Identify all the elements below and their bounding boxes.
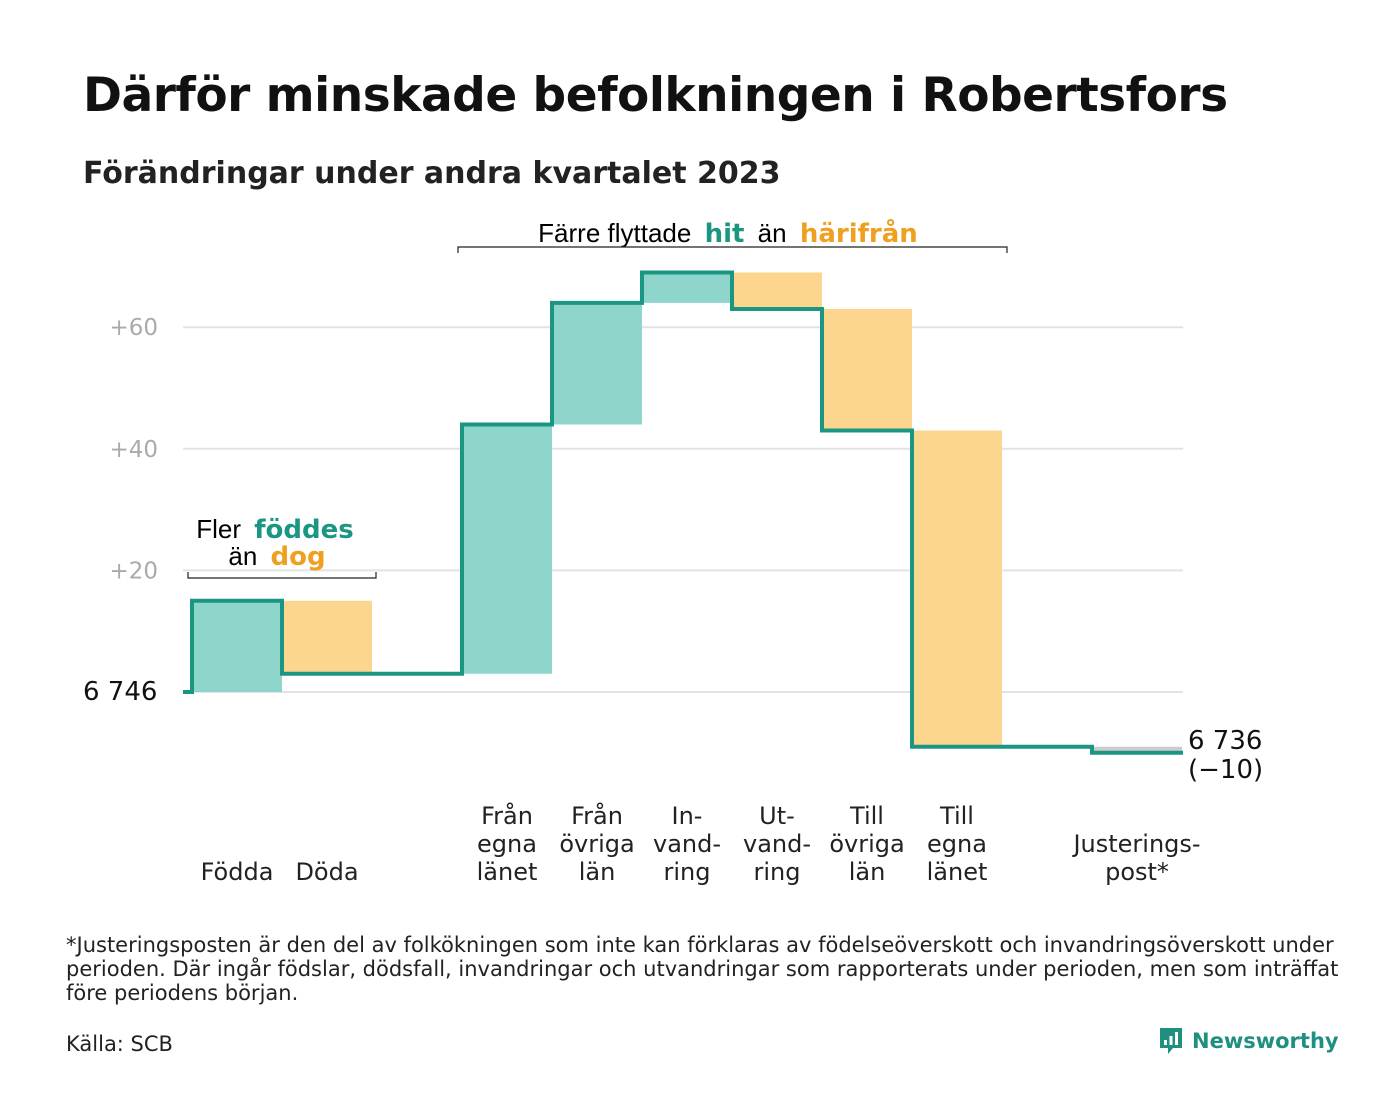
- y-tick-label: +20: [109, 558, 158, 584]
- category-label: In-: [672, 802, 703, 830]
- waterfall-chart: +20+40+60 Födda DödaFrånegnalänetFrånövri…: [83, 217, 1263, 886]
- category-label: egna: [477, 830, 537, 858]
- grid-lines: [183, 326, 1183, 693]
- waterfall-bar: [462, 424, 552, 674]
- migration-annotation: Färre flyttade hit än härifrån: [457, 217, 1008, 253]
- brand-name: Newsworthy: [1192, 1029, 1339, 1053]
- births-strong: föddes: [254, 515, 354, 545]
- migration-prefix: Färre flyttade: [538, 218, 691, 248]
- category-label: Till: [849, 802, 884, 830]
- end-value-label: 6 736: [1188, 726, 1262, 756]
- category-label: ring: [754, 858, 801, 886]
- waterfall-bar: [912, 430, 1002, 747]
- waterfall-bar: [552, 302, 642, 425]
- end-change-label: (−10): [1188, 755, 1263, 785]
- births-annotation-line2: än dog: [228, 541, 325, 572]
- births-annotation: Fler föddes än dog: [187, 514, 377, 579]
- footnote: *Justeringsposten är den del av folkökni…: [66, 933, 1339, 1005]
- bar-chart-speech-bubble-icon: [1160, 1028, 1182, 1054]
- category-label: vand-: [653, 830, 721, 858]
- category-label: övriga: [829, 830, 904, 858]
- category-label: län: [579, 858, 616, 886]
- category-label: Döda: [295, 858, 358, 886]
- migration-bracket: [457, 246, 1008, 253]
- waterfall-bar: [642, 272, 732, 303]
- y-tick-label: +60: [109, 315, 158, 341]
- migration-strong-out: härifrån: [800, 217, 918, 249]
- y-tick-label: +40: [109, 437, 158, 463]
- category-label: övriga: [559, 830, 634, 858]
- category-label: län: [849, 858, 886, 886]
- waterfall-bar: [1092, 746, 1182, 753]
- category-label: länet: [927, 858, 988, 886]
- start-value-label: 6 746: [83, 677, 157, 707]
- category-label: Från: [571, 801, 623, 830]
- migration-middle: än: [758, 218, 787, 248]
- category-label: Justerings-: [1071, 830, 1200, 858]
- bars: [192, 272, 1182, 753]
- category-label: ring: [664, 858, 711, 886]
- births-prefix: Fler: [196, 514, 241, 544]
- category-label: Ut-: [759, 802, 795, 830]
- births-bracket: [187, 572, 377, 579]
- category-label: länet: [477, 858, 538, 886]
- category-label: Från: [481, 801, 533, 830]
- deaths-prefix: än: [228, 541, 257, 571]
- running-total-line: [183, 270, 1183, 755]
- deaths-strong: dog: [271, 542, 326, 572]
- waterfall-bar: [192, 600, 282, 692]
- category-label: Födda: [201, 858, 274, 886]
- category-labels: Födda DödaFrånegnalänetFrånövrigalänIn-va…: [201, 801, 1201, 886]
- category-label: egna: [927, 830, 987, 858]
- waterfall-bar: [822, 308, 912, 431]
- chart-subtitle: Förändringar under andra kvartalet 2023: [83, 156, 781, 191]
- births-annotation-line1: Fler föddes: [196, 514, 354, 545]
- newsworthy-brand: Newsworthy: [1158, 1026, 1339, 1056]
- category-label: Till: [939, 802, 974, 830]
- source-note: Källa: SCB: [66, 1032, 173, 1056]
- waterfall-bar: [282, 600, 372, 674]
- category-label: post*: [1105, 858, 1169, 886]
- category-label: vand-: [743, 830, 811, 858]
- chart-title: Därför minskade befolkningen i Robertsfo…: [83, 68, 1228, 123]
- waterfall-bar: [732, 272, 822, 309]
- y-axis-ticks: +20 +40 +60: [109, 315, 158, 584]
- migration-strong-in: hit: [705, 219, 745, 249]
- migration-annotation-text: Färre flyttade hit än härifrån: [538, 217, 918, 249]
